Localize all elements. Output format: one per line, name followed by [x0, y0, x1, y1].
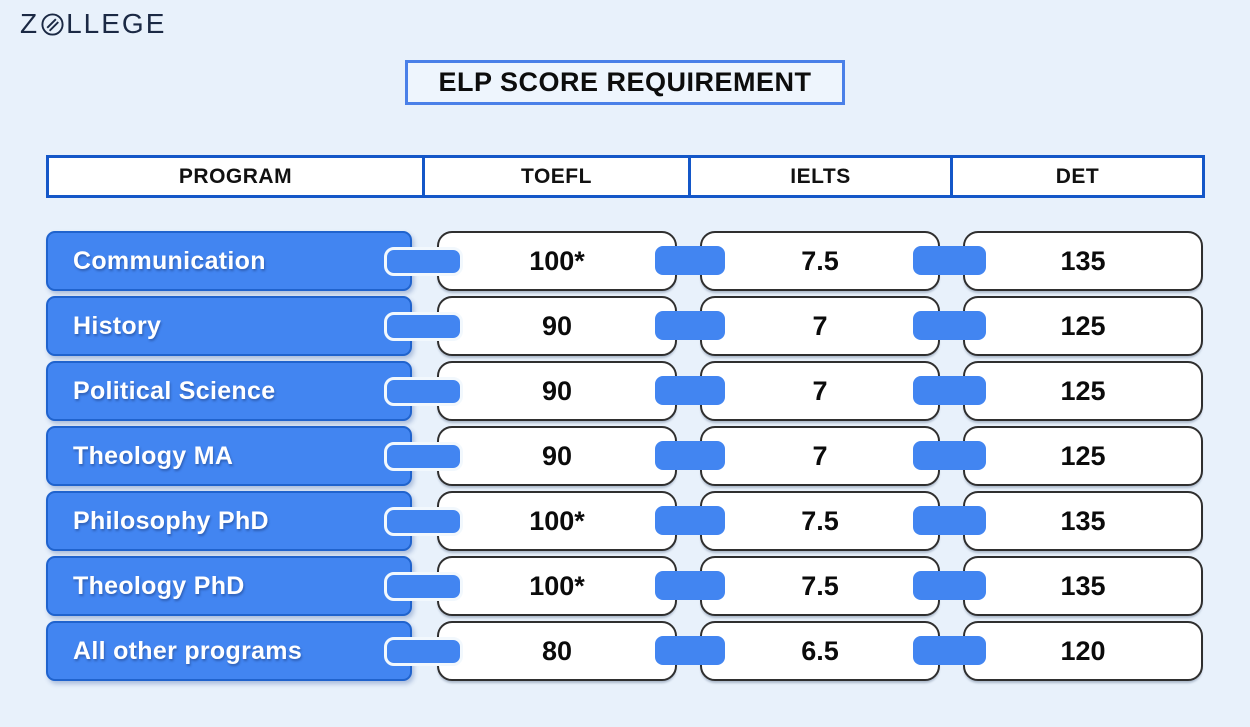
connector-pill — [384, 637, 463, 666]
ielts-cell: 7.5 — [700, 556, 940, 616]
connector-pill — [913, 376, 986, 405]
logo-prefix: Z — [20, 8, 40, 39]
header-cell-program: PROGRAM — [49, 158, 425, 195]
ielts-cell: 6.5 — [700, 621, 940, 681]
page-title: ELP SCORE REQUIREMENT — [405, 60, 845, 105]
header-cell-det: DET — [1055, 164, 1100, 188]
brand-logo: Z LLEGE — [20, 8, 166, 40]
header-cell-ielts: IELTS — [691, 158, 953, 195]
table-row: Philosophy PhD 100* 7.5 135 — [46, 491, 1205, 551]
logo-suffix: LLEGE — [66, 8, 167, 39]
connector-pill — [655, 636, 725, 665]
connector-pill — [384, 442, 463, 471]
program-cell: Theology MA — [46, 426, 412, 486]
program-cell: Philosophy PhD — [46, 491, 412, 551]
ielts-cell: 7.5 — [700, 231, 940, 291]
connector-pill — [655, 311, 725, 340]
connector-pill — [913, 636, 986, 665]
det-cell: 125 — [963, 361, 1203, 421]
toefl-cell: 100* — [437, 231, 677, 291]
table-row: History 90 7 125 — [46, 296, 1205, 356]
connector-pill — [384, 247, 463, 276]
connector-pill — [384, 312, 463, 341]
toefl-cell: 90 — [437, 426, 677, 486]
table-body: Communication 100* 7.5 135 History 90 7 125 Poli… — [46, 231, 1205, 686]
det-cell: 125 — [963, 426, 1203, 486]
connector-pill — [384, 377, 463, 406]
table-row: Theology MA 90 7 125 — [46, 426, 1205, 486]
det-cell: 135 — [963, 556, 1203, 616]
connector-pill — [384, 507, 463, 536]
toefl-cell: 90 — [437, 361, 677, 421]
det-cell: 125 — [963, 296, 1203, 356]
program-cell: Communication — [46, 231, 412, 291]
connector-pill — [913, 571, 986, 600]
connector-pill — [655, 441, 725, 470]
det-cell: 135 — [963, 491, 1203, 551]
ielts-cell: 7 — [700, 296, 940, 356]
program-cell: Political Science — [46, 361, 412, 421]
connector-pill — [655, 376, 725, 405]
toefl-cell: 80 — [437, 621, 677, 681]
header-cell-toefl: TOEFL — [425, 158, 691, 195]
table-header: PROGRAM TOEFL IELTS DET — [46, 155, 1205, 198]
connector-pill — [913, 311, 986, 340]
connector-pill — [655, 506, 725, 535]
program-cell: All other programs — [46, 621, 412, 681]
connector-pill — [655, 246, 725, 275]
det-cell: 120 — [963, 621, 1203, 681]
toefl-cell: 100* — [437, 556, 677, 616]
det-cell: 135 — [963, 231, 1203, 291]
connector-pill — [913, 441, 986, 470]
connector-pill — [384, 572, 463, 601]
toefl-cell: 100* — [437, 491, 677, 551]
page-title-text: ELP SCORE REQUIREMENT — [438, 67, 812, 97]
program-cell: History — [46, 296, 412, 356]
table-row: All other programs 80 6.5 120 — [46, 621, 1205, 681]
slashed-o-icon — [39, 12, 66, 37]
table-row: Communication 100* 7.5 135 — [46, 231, 1205, 291]
program-cell: Theology PhD — [46, 556, 412, 616]
connector-pill — [655, 571, 725, 600]
ielts-cell: 7.5 — [700, 491, 940, 551]
table-row: Political Science 90 7 125 — [46, 361, 1205, 421]
ielts-cell: 7 — [700, 426, 940, 486]
table-row: Theology PhD 100* 7.5 135 — [46, 556, 1205, 616]
connector-pill — [913, 506, 986, 535]
ielts-cell: 7 — [700, 361, 940, 421]
connector-pill — [913, 246, 986, 275]
toefl-cell: 90 — [437, 296, 677, 356]
